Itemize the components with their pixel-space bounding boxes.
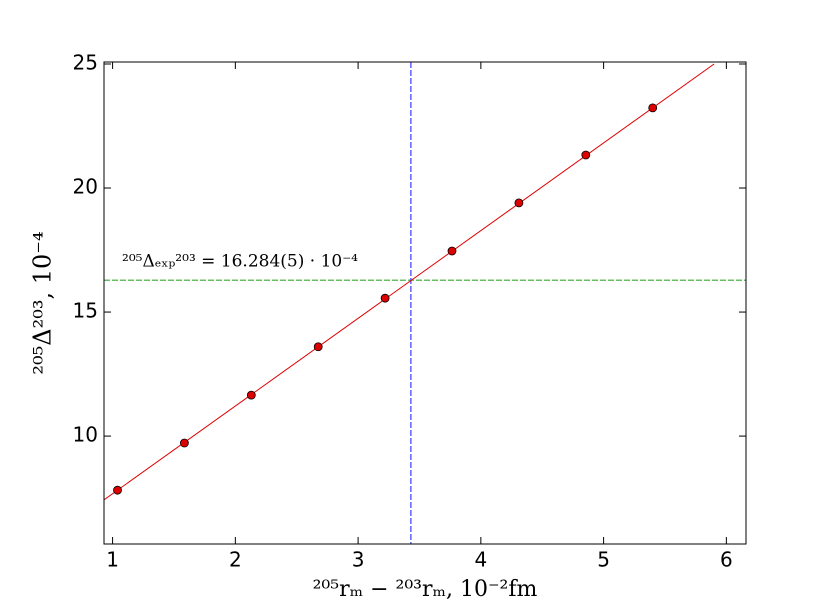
data-point (180, 438, 189, 448)
y-tick-label: 10 (73, 423, 98, 447)
data-point (113, 485, 122, 495)
data-point (313, 342, 323, 352)
annotation: ²⁰⁵Δₑₓₚ²⁰³ = 16.284(5) · 10⁻⁴ (122, 252, 358, 272)
data-point (380, 293, 390, 303)
x-tick-label: 3 (352, 548, 365, 572)
data-point (514, 198, 524, 208)
fit-line (104, 63, 715, 501)
data-point (246, 390, 256, 400)
plot-frame (103, 61, 747, 545)
data-point (648, 103, 658, 113)
x-tick-label: 1 (106, 548, 119, 572)
y-axis-label: ²⁰⁵Δ²⁰³, 10⁻⁴ (29, 231, 57, 374)
x-tick-label: 2 (229, 548, 242, 572)
data-point (447, 246, 457, 256)
y-tick-label: 20 (73, 175, 98, 199)
x-tick-label: 5 (597, 548, 610, 572)
x-tick-label: 6 (720, 548, 733, 572)
x-axis-label: ²⁰⁵rₘ − ²⁰³rₘ, 10⁻²fm (313, 577, 538, 602)
y-tick-label: 15 (73, 299, 98, 323)
data-point (581, 150, 591, 160)
y-tick-label: 25 (73, 50, 98, 74)
x-tick-label: 4 (474, 548, 487, 572)
